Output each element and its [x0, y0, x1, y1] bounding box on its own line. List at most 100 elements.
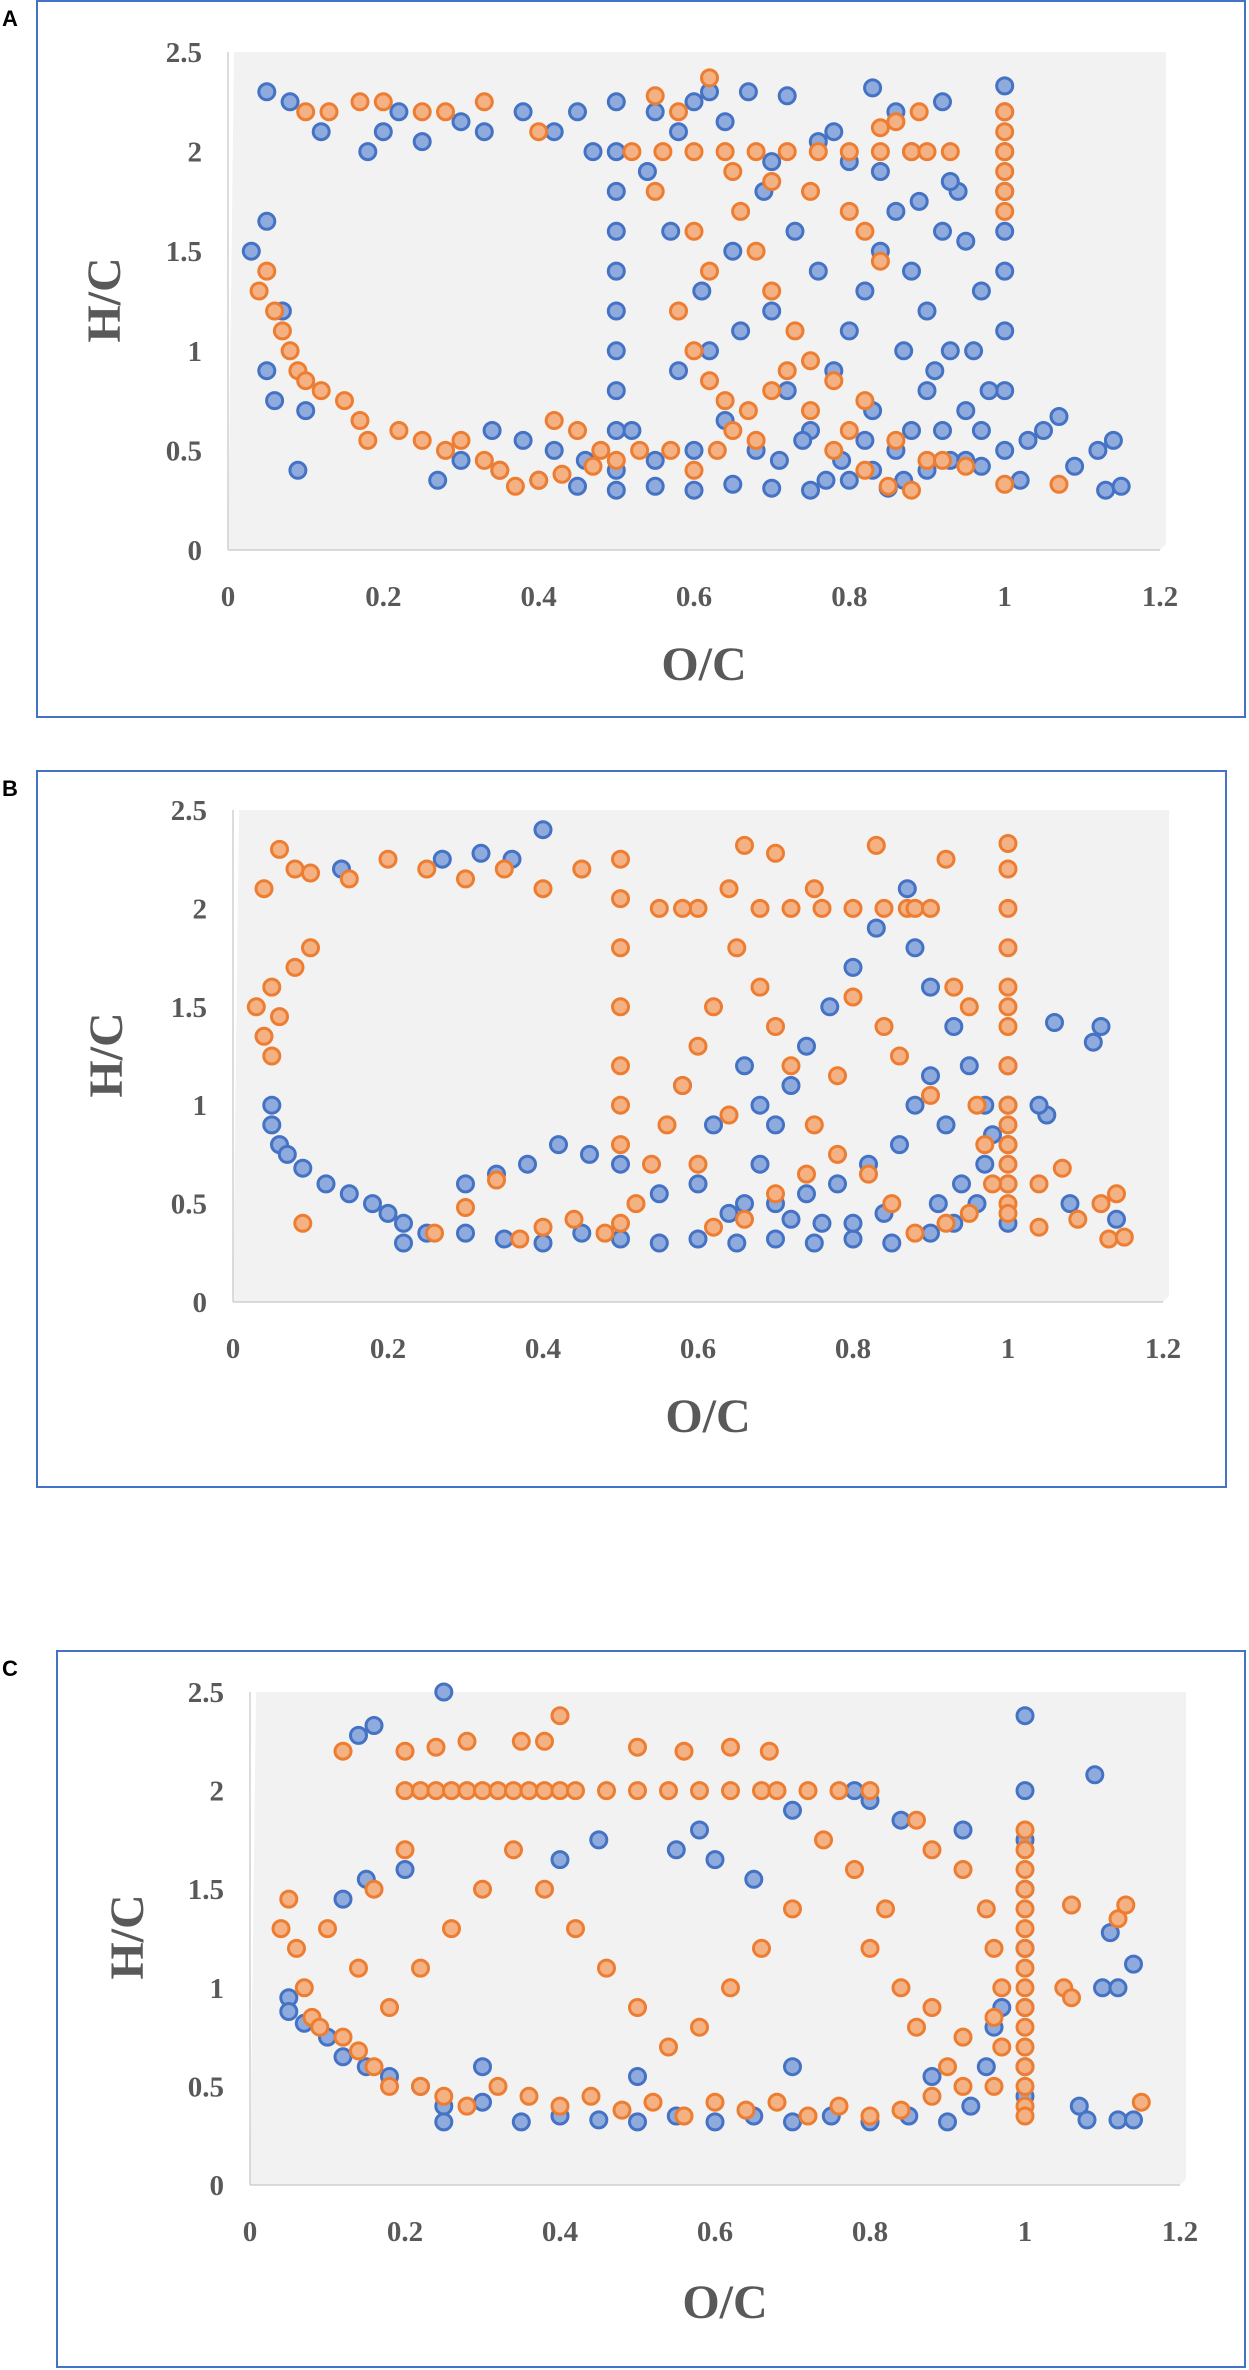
- data-point-orange: [995, 181, 1015, 201]
- y-tick-label-c: 0.5: [188, 2071, 224, 2103]
- data-point-blue: [1015, 1706, 1035, 1726]
- data-point-blue: [890, 1135, 909, 1155]
- data-point-blue: [866, 918, 886, 938]
- data-point-blue: [432, 849, 452, 869]
- data-point-blue: [394, 1213, 413, 1233]
- data-point-orange: [628, 1737, 647, 1757]
- x-tick-label-b: 0.2: [370, 1333, 406, 1365]
- data-point-orange: [882, 1194, 902, 1214]
- data-point-orange: [412, 430, 432, 450]
- data-point-orange: [1091, 1194, 1111, 1214]
- data-point-orange: [998, 1203, 1018, 1223]
- data-point-blue: [544, 122, 564, 142]
- data-point-blue: [257, 211, 277, 231]
- y-tick-label-b: 0.5: [171, 1189, 207, 1221]
- data-point-orange: [279, 1889, 299, 1909]
- data-point-blue: [589, 2110, 609, 2130]
- data-point-orange: [583, 456, 603, 476]
- data-point-blue: [1093, 1978, 1112, 1998]
- data-point-orange: [490, 460, 510, 480]
- data-point-orange: [704, 1217, 723, 1237]
- data-point-blue: [783, 2112, 802, 2132]
- data-point-blue: [1069, 2096, 1089, 2116]
- data-point-blue: [684, 440, 704, 460]
- data-point-blue: [723, 241, 743, 261]
- data-point-orange: [669, 102, 688, 122]
- data-point-orange: [998, 1174, 1018, 1194]
- data-point-blue: [750, 1095, 770, 1115]
- data-point-blue: [855, 281, 875, 301]
- data-point-orange: [855, 460, 875, 480]
- data-point-orange: [723, 421, 743, 440]
- x-tick-label-a: 0.6: [676, 581, 712, 613]
- data-point-blue: [762, 152, 782, 172]
- data-point-orange: [1015, 1978, 1035, 1998]
- data-point-blue: [1077, 2110, 1097, 2130]
- data-point-orange: [310, 2017, 330, 2037]
- data-point-orange: [1015, 1919, 1035, 1939]
- data-point-orange: [535, 1879, 554, 1899]
- data-point-blue: [719, 1203, 739, 1223]
- data-point-blue: [434, 2112, 454, 2132]
- data-point-orange: [804, 1115, 824, 1135]
- data-point-blue: [979, 381, 999, 401]
- data-point-orange: [504, 1781, 523, 1801]
- x-tick-label-a: 1: [997, 581, 1012, 613]
- panel-label-a: A: [2, 6, 18, 31]
- data-point-orange: [1015, 2106, 1035, 2126]
- data-point-orange: [591, 440, 611, 460]
- data-point-blue: [1124, 1954, 1143, 1974]
- data-point-orange: [719, 1105, 739, 1125]
- data-point-orange: [917, 142, 937, 162]
- data-point-blue: [839, 470, 859, 490]
- data-point-blue: [688, 1229, 708, 1249]
- data-point-orange: [998, 1135, 1018, 1155]
- data-point-blue: [940, 172, 960, 191]
- data-point-orange: [246, 997, 266, 1017]
- data-point-blue: [801, 480, 820, 500]
- data-point-orange: [1015, 1958, 1035, 1978]
- data-point-orange: [262, 1046, 282, 1066]
- data-point-orange: [870, 251, 890, 271]
- y-tick-label-c: 2: [210, 1776, 225, 1808]
- data-point-blue: [1060, 1194, 1080, 1214]
- data-point-orange: [1015, 1998, 1035, 2017]
- data-point-orange: [723, 162, 743, 181]
- data-point-blue: [482, 421, 502, 440]
- data-point-orange: [544, 411, 564, 430]
- data-point-blue: [828, 1174, 847, 1194]
- data-point-blue: [917, 381, 937, 401]
- data-point-orange: [611, 1213, 630, 1233]
- data-point-orange: [257, 261, 277, 281]
- data-point-blue: [1018, 430, 1038, 450]
- data-point-orange: [271, 1919, 291, 1939]
- data-point-orange: [766, 1017, 785, 1036]
- data-point-orange: [550, 2096, 570, 2116]
- data-point-orange: [921, 898, 940, 918]
- data-point-blue: [922, 2067, 942, 2086]
- data-point-orange: [700, 261, 719, 281]
- panel-label-b: B: [2, 776, 18, 801]
- data-point-orange: [984, 2007, 1004, 2027]
- data-point-orange: [1015, 1899, 1035, 1919]
- data-point-blue: [933, 221, 952, 241]
- data-point-blue: [777, 381, 797, 401]
- data-point-orange: [785, 321, 805, 341]
- data-point-orange: [595, 1223, 615, 1243]
- data-point-orange: [1131, 2092, 1151, 2112]
- data-point-blue: [783, 2057, 802, 2077]
- data-point-orange: [411, 1781, 430, 1801]
- data-point-blue: [389, 102, 409, 122]
- data-point-blue: [882, 1233, 902, 1253]
- data-point-blue: [762, 301, 782, 321]
- data-point-orange: [653, 142, 673, 162]
- data-point-orange: [902, 480, 921, 500]
- data-point-orange: [801, 351, 820, 371]
- data-point-orange: [1015, 1820, 1035, 1840]
- data-point-orange: [814, 1830, 833, 1850]
- data-point-blue: [921, 1223, 940, 1243]
- data-point-orange: [494, 859, 514, 879]
- data-point-blue: [333, 1889, 353, 1909]
- data-point-orange: [944, 977, 964, 997]
- data-point-orange: [866, 835, 886, 855]
